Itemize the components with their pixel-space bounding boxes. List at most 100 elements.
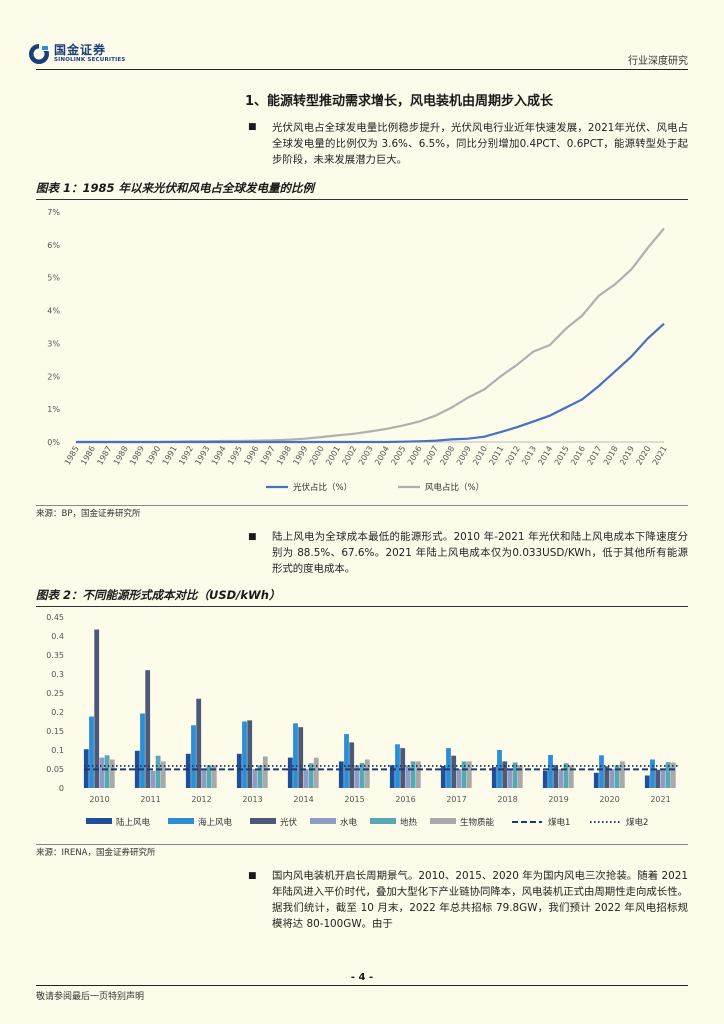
figure2-bar-chart: 0 0.05 0.1 0.15 0.2 0.25 0.3 0.35 0.4 0.45 2010 20… <box>46 613 678 828</box>
bar <box>145 670 151 788</box>
y-tick-label: 0 <box>59 784 64 793</box>
bar <box>303 769 309 788</box>
bar <box>410 761 416 788</box>
y-tick-label: 0.05 <box>46 765 64 774</box>
company-logo: 国金证券 SINOLINK SECURITIES <box>28 41 132 67</box>
paragraph-1: 光伏风电占全球发电量比例稳步提升，光伏风电行业近年快速发展，2021年光伏、风电… <box>272 122 688 166</box>
bar <box>211 765 217 788</box>
disclaimer-note: 敬请参阅最后一页特别声明 <box>36 992 145 1002</box>
bar <box>89 716 94 788</box>
bar <box>298 727 304 788</box>
bar <box>313 757 319 788</box>
x-tick-label: 2009 <box>455 445 473 467</box>
y-tick-label: 0% <box>47 438 60 447</box>
brand-cn: 国金证券 <box>54 43 107 58</box>
x-tick-label: 1994 <box>210 445 228 467</box>
x-tick-label: 2017 <box>446 795 466 804</box>
bar <box>619 761 625 788</box>
figure1-title: 图表 1：1985 年以来光伏和风电占全球发电量的比例 <box>36 180 688 200</box>
bar <box>354 765 360 788</box>
x-tick-label: 1996 <box>242 445 260 467</box>
legend-label: 风电占比（%） <box>425 482 484 493</box>
page-number: - 4 - <box>350 972 374 983</box>
bar <box>655 769 661 788</box>
legend-label: 陆上风电 <box>116 817 151 828</box>
bar <box>389 765 395 788</box>
bar <box>593 772 599 788</box>
bar <box>660 769 666 788</box>
bar <box>665 762 671 788</box>
bar <box>134 750 140 788</box>
bar <box>257 765 263 788</box>
x-tick-label: 1992 <box>177 445 195 467</box>
brand-en: SINOLINK SECURITIES <box>54 57 126 64</box>
x-tick-label: 1990 <box>144 445 162 467</box>
bar <box>206 765 212 788</box>
bar <box>604 766 610 788</box>
x-tick-label: 2010 <box>471 445 489 467</box>
section-title: 1、能源转型推动需求增长，风电装机由周期步入成长 <box>245 94 554 109</box>
bar <box>262 756 268 788</box>
x-tick-label: 2008 <box>438 445 456 467</box>
legend-label: 光伏占比（%） <box>293 482 352 493</box>
bar <box>191 725 196 788</box>
bar <box>553 765 559 788</box>
y-tick-label: 6% <box>47 241 60 250</box>
bar <box>517 765 523 788</box>
paragraph-2: 陆上风电为全球成本最低的能源形式。2010 年-2021 年光伏和陆上风电成本下… <box>272 531 688 575</box>
bar <box>236 753 242 788</box>
figure1-line-chart: 0%1%2%3%4%5%6%7% 19851986198719881989199… <box>47 208 669 493</box>
bar <box>155 755 161 788</box>
x-tick-label: 2021 <box>651 445 669 467</box>
x-tick-label: 2013 <box>242 795 262 804</box>
x-tick-label: 2012 <box>504 445 522 467</box>
bar <box>349 742 355 788</box>
x-tick-label: 2015 <box>344 795 364 804</box>
bar <box>670 762 676 788</box>
x-tick-label: 1993 <box>193 445 211 467</box>
x-tick-label: 2020 <box>634 445 652 467</box>
bar <box>185 753 191 788</box>
legend-label: 煤电2 <box>626 817 648 828</box>
y-tick-label: 5% <box>47 274 60 283</box>
bar <box>548 754 553 788</box>
x-tick-label: 1991 <box>161 445 179 467</box>
bar <box>512 762 518 788</box>
bar <box>491 767 497 788</box>
bar <box>242 721 247 788</box>
legend-label: 水电 <box>340 817 358 828</box>
y-tick-label: 4% <box>47 307 60 316</box>
bar <box>99 757 105 788</box>
x-tick-label: 2010 <box>89 795 109 804</box>
legend-swatch <box>310 818 336 824</box>
x-tick-label: 2021 <box>650 795 670 804</box>
x-tick-label: 2002 <box>340 445 358 467</box>
y-tick-label: 0.1 <box>51 746 64 755</box>
x-tick-label: 2007 <box>422 445 440 467</box>
figure2-source-divider <box>36 844 688 845</box>
figure1-source: 来源：BP，国金证券研究所 <box>36 509 141 519</box>
x-tick-label: 2014 <box>293 795 313 804</box>
bar <box>563 763 569 788</box>
x-tick-label: 2018 <box>497 795 517 804</box>
x-tick-label: 2019 <box>548 795 568 804</box>
bar <box>252 769 258 788</box>
y-tick-label: 0.45 <box>46 613 64 622</box>
x-tick-label: 2000 <box>308 445 326 467</box>
bar <box>599 755 604 788</box>
figure2-title: 图表 2：不同能源形式成本对比（USD/kWh） <box>36 587 688 607</box>
bar <box>502 761 508 788</box>
y-tick-label: 0.2 <box>51 708 64 717</box>
legend-swatch <box>86 818 112 824</box>
bar <box>160 761 166 788</box>
paragraph-3: 国内风电装机开启长周期景气。2010、2015、2020 年为国内风电三次抢装。… <box>272 870 688 930</box>
x-tick-label: 2004 <box>373 445 391 467</box>
x-tick-label: 2016 <box>395 795 415 804</box>
header-divider <box>36 69 688 70</box>
bar <box>461 761 467 788</box>
series-line <box>76 227 665 444</box>
legend-swatch <box>370 818 396 824</box>
bar <box>196 698 202 788</box>
x-tick-label: 2019 <box>618 445 636 467</box>
y-tick-label: 0.4 <box>51 632 64 641</box>
